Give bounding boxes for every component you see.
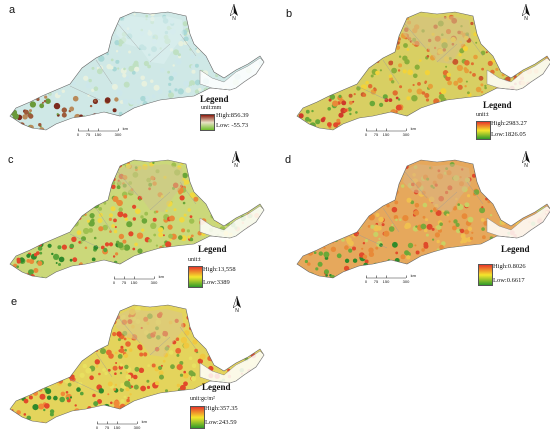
scale-tick-label: 75 [373,279,379,284]
basin-map-e [9,304,265,424]
scale-tick-label: 0 [364,279,368,284]
legend-color-ramp [190,406,205,429]
north-arrow-c: N [230,151,242,169]
legend-title: Legend [501,244,530,254]
scale-tick-label: 75 [85,132,91,137]
legend-unit: unit:mm [201,105,222,111]
legend-color-ramp [200,114,215,131]
panel-label-e: e [11,296,18,308]
legend-high-value: High:856.39 [216,112,249,119]
legend-high-value: High:0.8026 [493,263,526,270]
scale-bar-c: 0 75 150 300 km [112,274,184,289]
scale-bar-a: 0 75 150 300 km [76,126,148,141]
scale-tick-label: 0 [364,132,368,137]
scale-tick-label: 300 [114,132,122,137]
north-label: N [524,16,528,22]
scale-unit-label: km [158,274,164,279]
legend-c: Legend unit:t High:13,558 Low:3389 [186,244,268,290]
map-panel-d: d N 0 75 150 300 km Legend High:0.8026 Low:0… [275,148,550,293]
north-arrow-icon [232,151,240,163]
north-arrow-e: N [231,296,243,314]
legend-a: Legend unit:mm High:856.39 Low: -55.73 [194,94,276,134]
legend-b: Legend unit:t High:2983.27 Low:1826.05 [473,100,550,142]
scale-tick-label: 150 [382,279,390,284]
legend-title: Legend [202,382,231,392]
legend-low-value: Low:0.6617 [493,277,525,284]
scale-tick-label: 0 [76,132,80,137]
legend-color-ramp [476,121,491,140]
scale-tick-label: 300 [133,425,141,430]
legend-title: Legend [198,244,227,254]
north-arrow-icon [230,4,238,16]
north-label: N [232,16,236,22]
panel-label-b: b [286,8,293,20]
scale-tick-label: 0 [112,280,116,285]
north-label: N [234,163,238,169]
scale-unit-label: km [410,126,416,131]
scale-tick-label: 75 [104,425,110,430]
scale-bar-d: 0 75 150 300 km [364,273,436,288]
scale-bar-line [78,128,119,132]
scale-tick-label: 75 [121,280,127,285]
legend-title: Legend [483,100,512,110]
map-panel-e: e N 0 75 150 300 km Legend unit:gc/m² High:3… [0,293,275,443]
legend-unit: unit:t [188,257,201,263]
scale-tick-label: 150 [113,425,121,430]
scale-bar-line [366,275,407,279]
north-arrow-icon [233,296,241,308]
scale-tick-label: 300 [402,279,410,284]
legend-high-value: High:357.35 [205,405,238,412]
scale-tick-label: 150 [382,132,390,137]
scale-unit-label: km [141,419,147,424]
scale-unit-label: km [410,273,416,278]
basin-map-d [296,159,550,279]
scale-tick-label: 300 [402,132,410,137]
scale-tick-label: 150 [130,280,138,285]
legend-color-ramp [188,266,203,288]
basin-map-a [9,11,265,131]
north-arrow-icon [522,4,530,16]
north-arrow-a: N [228,4,240,22]
legend-e: Legend unit:gc/m² High:357.35 Low:243.59 [188,382,270,432]
scale-unit-label: km [122,126,128,131]
scale-bar-e: 0 75 150 300 km [95,419,167,434]
basin-map-b [296,11,550,131]
panel-label-a: a [9,4,16,16]
panel-label-c: c [8,154,14,166]
scale-bar-line [114,276,155,280]
north-label: N [524,163,528,169]
map-panel-a: a N 0 75 150 300 km Legend unit:mm High:856.… [0,0,275,148]
north-arrow-d: N [520,151,532,169]
legend-title: Legend [200,94,229,104]
legend-low-value: Low:1826.05 [491,131,526,138]
legend-d: Legend High:0.8026 Low:0.6617 [475,244,550,288]
scale-tick-label: 300 [150,280,158,285]
scale-bar-line [97,421,138,425]
north-label: N [235,308,239,314]
legend-high-value: High:13,558 [203,266,236,273]
legend-low-value: Low:3389 [203,279,230,286]
scale-tick-label: 75 [373,132,379,137]
map-panel-c: c N 0 75 150 300 km Legend unit:t High:13,55… [0,148,275,293]
legend-unit: unit:gc/m² [190,396,215,402]
legend-high-value: High:2983.27 [491,120,527,127]
legend-unit: unit:t [476,112,489,118]
map-panel-b: b N 0 75 150 300 km Legend unit:t High:2983.… [275,0,550,148]
legend-low-value: Low: -55.73 [216,122,249,129]
scale-bar-b: 0 75 150 300 km [364,126,436,141]
basin-map-c [9,159,265,279]
scale-tick-label: 0 [95,425,99,430]
north-arrow-icon [522,151,530,163]
scale-tick-label: 150 [94,132,102,137]
panel-label-d: d [285,154,292,166]
legend-color-ramp [478,264,493,286]
legend-low-value: Low:243.59 [205,419,237,426]
scale-bar-line [366,128,407,132]
north-arrow-b: N [520,4,532,22]
